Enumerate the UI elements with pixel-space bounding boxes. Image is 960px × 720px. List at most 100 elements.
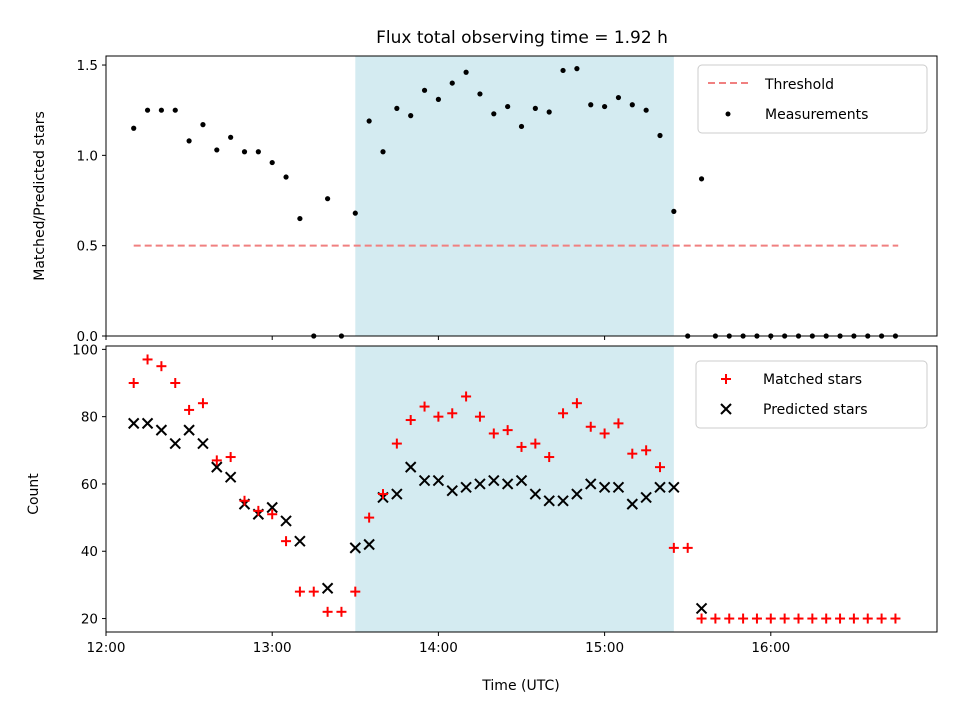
measurement-point bbox=[491, 111, 497, 117]
predicted-star-point bbox=[598, 481, 611, 494]
highlight-span-top bbox=[355, 56, 674, 336]
y-tick-label: 0.0 bbox=[77, 329, 98, 345]
measurement-point bbox=[477, 91, 483, 97]
bottom-y-axis-label: Count bbox=[26, 473, 42, 515]
top-y-ticks: 0.0 0.5 1.0 1.5 bbox=[77, 58, 106, 345]
legend-measurements-label: Measurements bbox=[765, 107, 868, 123]
measurement-point bbox=[671, 208, 677, 214]
matched-star-point bbox=[433, 411, 444, 422]
measurement-point bbox=[588, 102, 594, 108]
bottom-panel: 12:00 13:00 14:00 15:00 16:00 20 40 60 80 100 Co… bbox=[26, 342, 938, 694]
x-tick-label: 13:00 bbox=[253, 640, 292, 656]
bottom-axes-frame bbox=[105, 345, 938, 633]
measurement-point bbox=[505, 103, 511, 110]
matched-star-point bbox=[239, 495, 250, 506]
matched-star-point bbox=[793, 613, 804, 624]
top-axes-frame bbox=[105, 55, 938, 337]
top-highlight-span bbox=[355, 56, 674, 336]
measurement-point bbox=[131, 125, 137, 131]
top-y-axis-label: Matched/Predicted stars bbox=[32, 111, 48, 281]
matched-star-point bbox=[336, 606, 347, 617]
matched-star-point bbox=[447, 408, 458, 419]
predicted-star-point bbox=[404, 461, 417, 473]
bottom-legend: Matched stars Predicted stars bbox=[695, 360, 928, 429]
y-tick-label: 60 bbox=[81, 477, 98, 493]
measurement-point bbox=[394, 105, 400, 111]
measurement-point bbox=[615, 94, 622, 101]
y-tick-label: 20 bbox=[81, 612, 98, 628]
matched-star-point bbox=[558, 408, 569, 419]
y-tick-label: 80 bbox=[81, 410, 98, 426]
measurement-point bbox=[380, 149, 386, 155]
measurement-point bbox=[158, 107, 164, 113]
top-x-ticks bbox=[105, 336, 772, 340]
matched-star-point bbox=[835, 613, 846, 624]
predicted-star-point bbox=[391, 488, 403, 500]
count-points bbox=[127, 354, 901, 624]
bottom-x-ticks: 12:00 13:00 14:00 15:00 16:00 bbox=[87, 632, 790, 656]
matched-star-point bbox=[641, 445, 652, 456]
matched-star-point bbox=[751, 613, 762, 624]
measurement-point bbox=[241, 149, 248, 155]
y-tick-label: 0.5 bbox=[77, 239, 98, 255]
matched-star-point bbox=[738, 613, 749, 624]
legend-predicted-label: Predicted stars bbox=[763, 402, 868, 418]
matched-star-point bbox=[156, 361, 167, 372]
predicted-star-point bbox=[211, 461, 223, 473]
legend-threshold-label: Threshold bbox=[764, 77, 834, 93]
chart-title: Flux total observing time = 1.92 h bbox=[376, 28, 668, 48]
top-legend-box bbox=[697, 64, 928, 134]
bottom-highlight-span bbox=[355, 346, 674, 632]
predicted-star-point bbox=[321, 582, 334, 594]
x-tick-label: 16:00 bbox=[751, 640, 790, 656]
bottom-legend-box bbox=[695, 360, 928, 429]
matched-star-point bbox=[613, 418, 624, 429]
measurement-point bbox=[698, 176, 705, 182]
predicted-star-point bbox=[349, 542, 362, 554]
matched-star-point bbox=[211, 455, 222, 466]
predicted-star-point bbox=[155, 424, 168, 436]
matched-star-point bbox=[682, 542, 693, 553]
measurement-point bbox=[255, 149, 261, 155]
legend-matched-swatch bbox=[721, 374, 731, 384]
matched-star-point bbox=[170, 378, 181, 389]
measurement-point bbox=[449, 80, 455, 86]
measurement-point bbox=[574, 66, 580, 72]
predicted-star-point bbox=[169, 437, 181, 450]
matched-star-point bbox=[364, 512, 375, 523]
legend-predicted-swatch bbox=[720, 403, 732, 415]
measurement-point bbox=[435, 96, 441, 102]
matched-star-point bbox=[461, 391, 472, 402]
predicted-star-point bbox=[363, 538, 375, 551]
matched-star-point bbox=[474, 411, 485, 422]
matched-star-point bbox=[516, 441, 527, 452]
matched-star-point bbox=[807, 613, 818, 624]
measurement-point bbox=[518, 123, 525, 130]
matched-star-point bbox=[281, 536, 292, 547]
predicted-star-point bbox=[141, 417, 154, 430]
y-tick-label: 40 bbox=[81, 544, 98, 560]
matched-star-point bbox=[184, 404, 195, 415]
measurement-point bbox=[657, 132, 663, 139]
matched-star-point bbox=[405, 415, 416, 426]
matched-star-point bbox=[890, 613, 901, 624]
matched-star-point bbox=[294, 586, 305, 597]
predicted-star-point bbox=[474, 478, 486, 490]
predicted-star-point bbox=[418, 474, 431, 487]
matched-star-point bbox=[419, 401, 430, 412]
matched-star-point bbox=[530, 438, 541, 449]
predicted-star-point bbox=[654, 481, 666, 494]
measurement-point bbox=[643, 107, 649, 113]
top-legend: Threshold Measurements bbox=[697, 64, 928, 134]
measurement-point bbox=[408, 113, 414, 119]
matched-star-point bbox=[585, 421, 596, 432]
y-tick-label: 1.0 bbox=[77, 148, 98, 164]
y-tick-label: 1.5 bbox=[77, 58, 98, 74]
predicted-star-point bbox=[197, 437, 209, 450]
measurement-point bbox=[186, 138, 192, 144]
matched-star-point bbox=[599, 428, 610, 439]
matched-star-point bbox=[848, 613, 859, 624]
measurement-point bbox=[269, 159, 275, 166]
measurement-point bbox=[421, 87, 428, 93]
predicted-star-point bbox=[183, 424, 195, 436]
